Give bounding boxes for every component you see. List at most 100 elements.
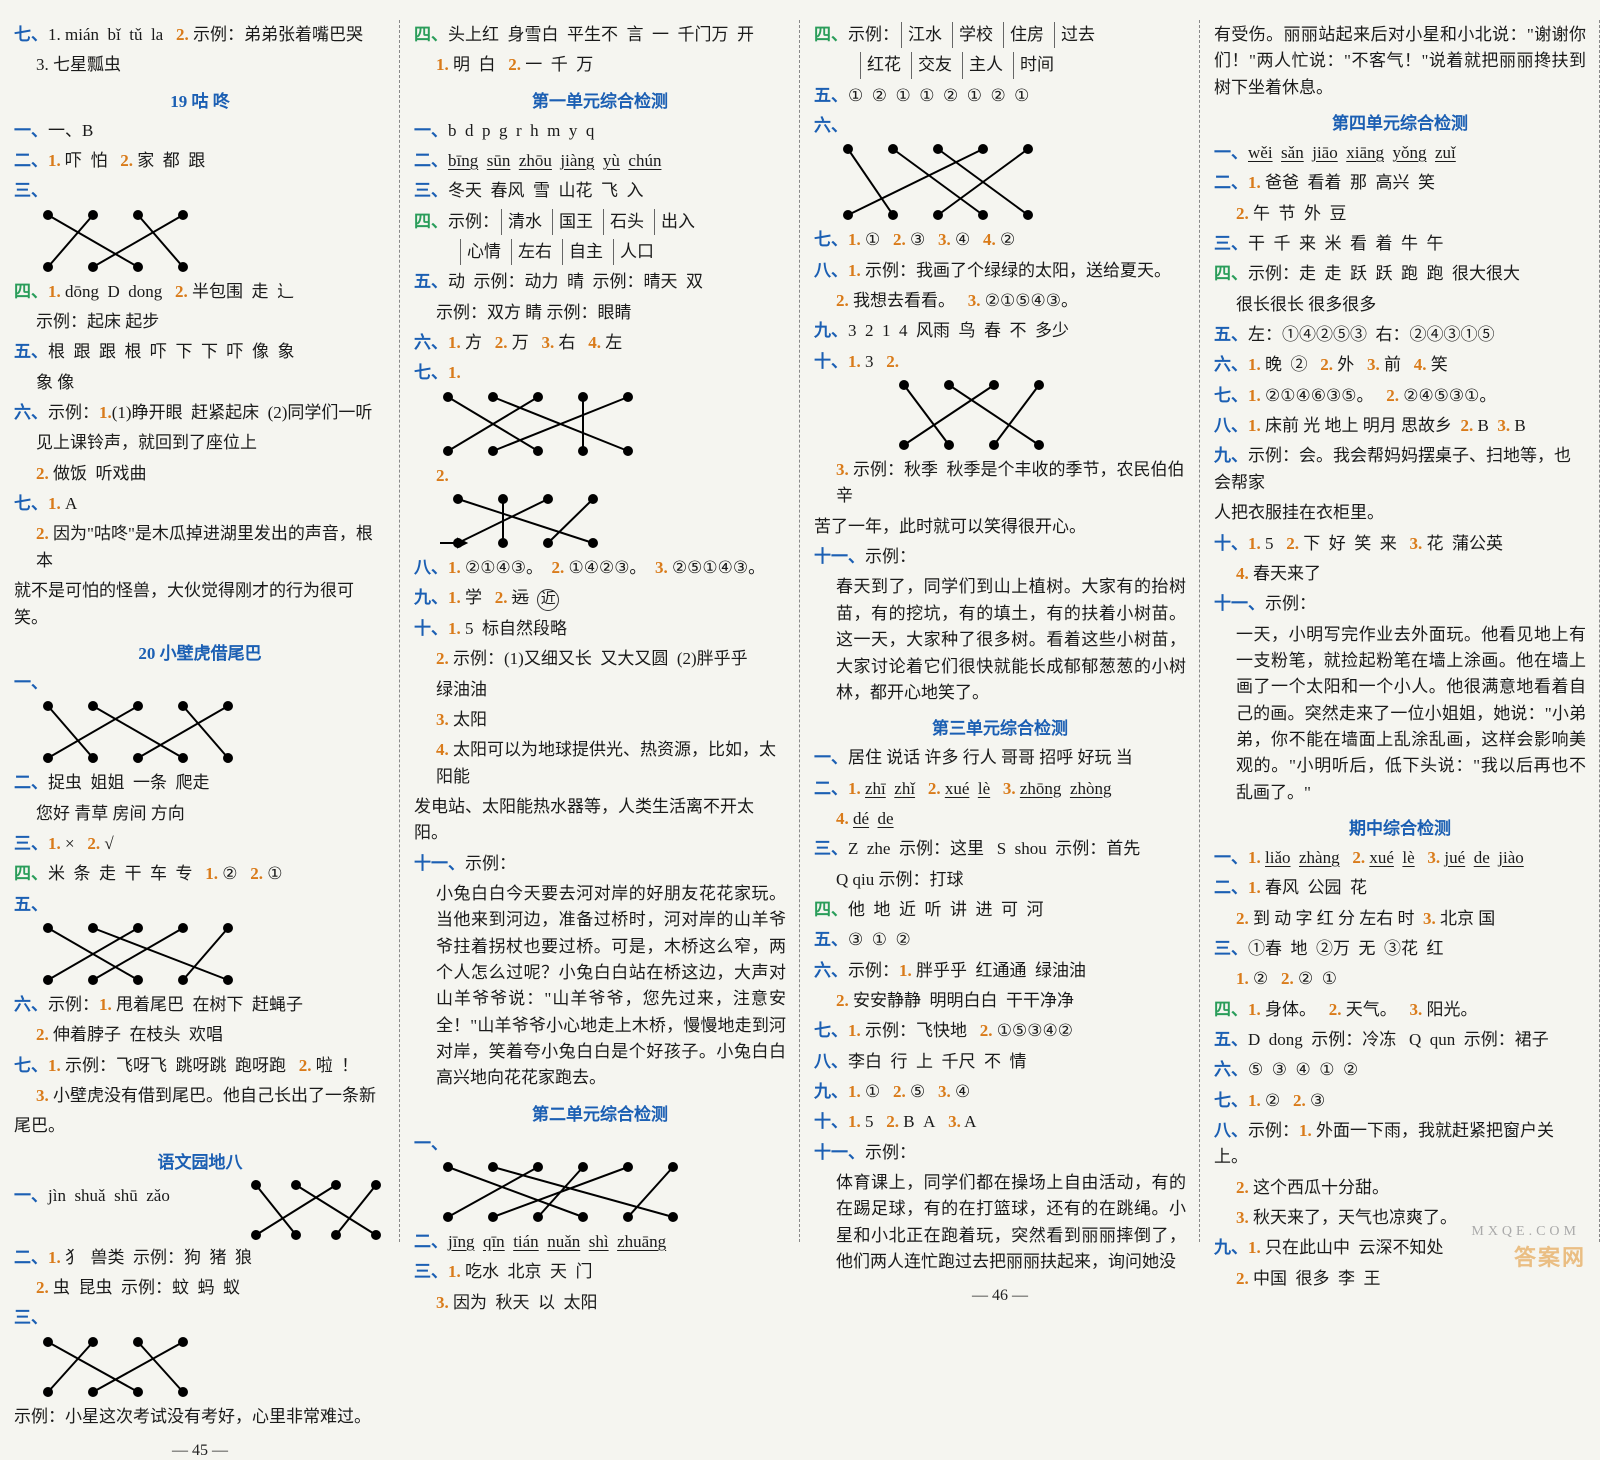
- text-line: 三、: [14, 178, 386, 204]
- text-line: 一、: [414, 1131, 786, 1157]
- text-line: 四、他 地 近 听 讲 进 可 河: [814, 897, 1186, 923]
- text-line: 八、1. ②①④③。 2. ①④②③。 3. ②⑤①④③。: [414, 555, 786, 581]
- text-line: 1. ② 2. ② ①: [1214, 966, 1586, 992]
- text-line: 八、示例：1. 外面一下雨，我就赶紧把窗户关上。: [1214, 1118, 1586, 1171]
- text-line: 尾巴。: [14, 1113, 386, 1139]
- text-line: 三、1. × 2. √: [14, 831, 386, 857]
- cell: 国王: [552, 209, 599, 235]
- text-line: 十一、示例：: [414, 851, 786, 877]
- text-line: 三、: [14, 1305, 386, 1331]
- text-line: 二、bīng sūn zhōu jiàng yù chún: [414, 148, 786, 174]
- text-line: 3. 太阳: [414, 707, 786, 733]
- text-line: 一、一、B: [14, 118, 386, 144]
- text-line: 2. 这个西瓜十分甜。: [1214, 1175, 1586, 1201]
- text-line: 1. 明 白 2. 一 千 万: [414, 52, 786, 78]
- text-line: 五、左：①④②⑤③ 右：②④③①⑤: [1214, 322, 1586, 348]
- story-paragraph: 有受伤。丽丽站起来后对小星和小北说："谢谢你们！"两人忙说："不客气！"说着就把…: [1214, 22, 1586, 101]
- text-line: 九、示例：会。我会帮妈妈摆桌子、扫地等，也会帮家: [1214, 443, 1586, 496]
- text-line: 十一、示例：: [814, 544, 1186, 570]
- column-3: 四、示例：江水学校住房过去 红花交友主人时间 五、① ② ① ① ② ① ② ①…: [800, 0, 1200, 1282]
- text-line: 一、wěi sǎn jiāo xiāng yǒng zuǐ: [1214, 140, 1586, 166]
- text-line: 七、1. mián bǐ tǔ la 2. 示例：弟弟张着嘴巴哭: [14, 22, 386, 48]
- content: 1. mián bǐ tǔ la 2. 示例：弟弟张着嘴巴哭: [48, 25, 363, 44]
- text-line: 七、1. ② 2. ③: [1214, 1088, 1586, 1114]
- unit-title: 期中综合检测: [1214, 814, 1586, 839]
- text-line: 三、Z zhe 示例：这里 S shou 示例：首先: [814, 836, 1186, 862]
- text-line: 4. 太阳可以为地球提供光、热资源，比如，太阳能: [414, 737, 786, 790]
- text-line: 人把衣服挂在衣柜里。: [1214, 500, 1586, 526]
- text-line: 七、1. A: [14, 491, 386, 517]
- text-line: 七、1. 示例：飞快地 2. ①⑤③④②: [814, 1018, 1186, 1044]
- text-line: 二、1. 犭 兽类 示例：狗 猪 狼: [14, 1245, 386, 1271]
- story-paragraph: 一天，小明写完作业去外面玩。他看见地上有一支粉笔，就捡起粉笔在墙上涂画。他在墙上…: [1214, 622, 1586, 806]
- url-watermark: MXQE.COM: [1471, 1224, 1580, 1240]
- text-line: 二、1. zhī zhǐ 2. xué lè 3. zhōng zhòng: [814, 776, 1186, 802]
- text-line: 4. 春天来了: [1214, 561, 1586, 587]
- matching-diagram-3: [38, 922, 238, 986]
- text-line: 2. 午 节 外 豆: [1214, 201, 1586, 227]
- text-line: 五、: [14, 892, 386, 918]
- cell: 时间: [1013, 52, 1060, 78]
- cell: 石头: [603, 209, 650, 235]
- pinyin: bīng: [448, 151, 478, 170]
- column-4: 有受伤。丽丽站起来后对小星和小北说："谢谢你们！"两人忙说："不客气！"说着就把…: [1200, 0, 1600, 1282]
- text-line: 3. 七星瓢虫: [14, 52, 386, 78]
- text-line: 2. 示例：(1)又细又长 又大又圆 (2)胖乎乎: [414, 646, 786, 672]
- unit-title: 第四单元综合检测: [1214, 109, 1586, 134]
- cell: 清水: [501, 209, 548, 235]
- text-line: 五、① ② ① ① ② ① ② ①: [814, 83, 1186, 109]
- lesson-title: 20 小壁虎借尾巴: [14, 639, 386, 664]
- text-line: 四、1. 身体。 2. 天气。 3. 阳光。: [1214, 997, 1586, 1023]
- column-2: 四、头上红 身雪白 平生不 言 一 千门万 开 1. 明 白 2. 一 千 万 …: [400, 0, 800, 1282]
- text-line: 示例：双方 睛 示例：眼睛: [414, 300, 786, 326]
- cell: 江水: [901, 22, 948, 48]
- text-line: 五、③ ① ②: [814, 927, 1186, 953]
- lesson-title: 19 咕 咚: [14, 87, 386, 112]
- matching-diagram-10: [894, 379, 1054, 451]
- text-line: 六、⑤ ③ ④ ① ②: [1214, 1057, 1586, 1083]
- text-line: 您好 青草 房间 方向: [14, 801, 386, 827]
- text-line: 示例：起床 起步: [14, 309, 386, 335]
- text-line: 象 像: [14, 370, 386, 396]
- text-line: 五、根 跟 跟 根 吓 下 下 吓 像 象: [14, 339, 386, 365]
- matching-diagram-2: [38, 700, 238, 764]
- text-line: 2. 虫 昆虫 示例：蚊 蚂 蚁: [14, 1275, 386, 1301]
- text-line: 三、①春 地 ②万 无 ③花 红: [1214, 936, 1586, 962]
- text-line: 一、b d p g r h m y q: [414, 118, 786, 144]
- text-line: 一、: [14, 670, 386, 696]
- text-line: 绿油油: [414, 677, 786, 703]
- matching-diagram-1: [38, 209, 198, 273]
- matching-diagram-6: [438, 391, 638, 457]
- text-line: 二、1. 春风 公园 花: [1214, 875, 1586, 901]
- text-line: 2. 伸着脖子 在枝头 欢唱: [14, 1022, 386, 1048]
- label: 七、: [14, 25, 48, 44]
- text-line: 二、jīng qīn tián nuǎn shì zhuāng: [414, 1229, 786, 1255]
- text-line: 2. 做饭 听戏曲: [14, 461, 386, 487]
- text-line: 四、示例：江水学校住房过去: [814, 22, 1186, 48]
- content: 一、B: [48, 121, 93, 140]
- matching-diagram-4: [246, 1179, 386, 1241]
- text-line: 七、1. 示例：飞呀飞 跳呀跳 跑呀跑 2. 啦 ！: [14, 1053, 386, 1079]
- text-line: Q qiu 示例：打球: [814, 867, 1186, 893]
- unit-title: 第三单元综合检测: [814, 714, 1186, 739]
- text-line: 十、1. 5 2. 下 好 笑 来 3. 花 蒲公英: [1214, 531, 1586, 557]
- cell: 过去: [1054, 22, 1101, 48]
- cell: 主人: [962, 52, 1009, 78]
- lesson-title: 语文园地八: [14, 1148, 386, 1173]
- cell: 住房: [1003, 22, 1050, 48]
- story-paragraph: 春天到了，同学们到山上植树。大家有的抬树苗，有的挖坑，有的填土，有的扶着小树苗。…: [814, 574, 1186, 706]
- text-line: 心情左右自主人口: [414, 239, 786, 265]
- text-line: 四、米 条 走 干 车 专 1. ② 2. ①: [14, 861, 386, 887]
- text-line: 一、居住 说话 许多 行人 哥哥 招呼 好玩 当: [814, 745, 1186, 771]
- text-line: 二、捉虫 姐姐 一条 爬走: [14, 770, 386, 796]
- text-line: 2. 我想去看看。 3. ②①⑤④③。: [814, 288, 1186, 314]
- text-line: 十、1. 5 2. B A 3. A: [814, 1109, 1186, 1135]
- text-line: 十、1. 3 2.: [814, 349, 1186, 375]
- cell: 出入: [654, 209, 701, 235]
- text-line: 2.: [414, 463, 786, 489]
- text-line: 苦了一年，此时就可以笑得很开心。: [814, 514, 1186, 540]
- unit-title: 第二单元综合检测: [414, 1100, 786, 1125]
- text-line: 十一、示例：: [1214, 591, 1586, 617]
- matching-diagram-9: [838, 143, 1038, 221]
- cell: 心情: [460, 239, 507, 265]
